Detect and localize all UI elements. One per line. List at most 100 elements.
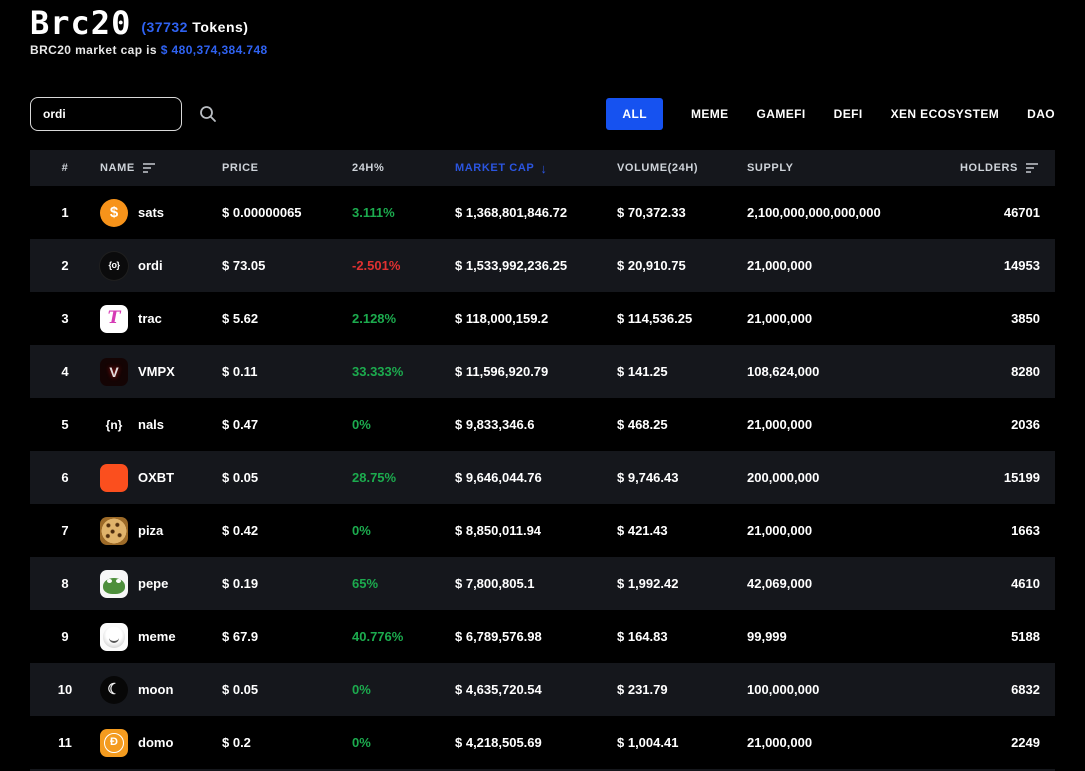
token-name-cell: piza [100,516,222,545]
token-name: moon [138,682,174,697]
token-volume-24h: $ 421.43 [617,523,668,538]
token-count-suffix: Tokens) [187,19,249,35]
token-table-body: 1 $ sats $ 0.00000065 3.111% $ 1,368,801,846.… [30,186,1055,769]
col-supply[interactable]: SUPPLY [747,162,794,174]
token-name: trac [138,311,162,326]
table-row-sats[interactable]: 1 $ sats $ 0.00000065 3.111% $ 1,368,801,846.… [30,186,1055,239]
pepe-token-icon [100,569,128,598]
sort-filter-icon [1024,161,1040,175]
table-row-ordi[interactable]: 2 {o} ordi $ 73.05 -2.501% $ 1,533,992,236.25… [30,239,1055,292]
token-volume-24h: $ 141.25 [617,364,668,379]
token-supply: 21,000,000 [747,417,813,432]
token-name: sats [138,205,165,220]
table-row-vmpx[interactable]: 4 V VMPX $ 0.11 33.333% $ 11,596,920.79 $ 141.… [30,345,1055,398]
token-name: piza [138,523,164,538]
token-name: nals [138,417,165,432]
token-supply: 42,069,000 [747,576,813,591]
token-rank: 5 [61,417,69,432]
sort-desc-arrow-icon [540,161,547,176]
token-name-cell: $ sats [100,198,222,227]
token-holders: 6832 [1011,682,1040,697]
token-name: OXBT [138,470,175,485]
token-name: domo [138,735,174,750]
token-price: $ 0.47 [222,417,259,432]
token-price: $ 0.05 [222,682,259,697]
tab-defi[interactable]: DEFI [834,98,863,130]
token-supply: 200,000,000 [747,470,820,485]
col-name[interactable]: NAME [100,161,222,175]
tab-gamefi[interactable]: GAMEFI [757,98,806,130]
table-row-pepe[interactable]: 8 pepe $ 0.19 65% $ 7,800,805.1 $ 1,992.42 42,… [30,557,1055,610]
token-rank: 1 [61,205,69,220]
market-cap-label: BRC20 market cap is [30,43,161,57]
col-market-cap[interactable]: MARKET CAP [455,161,617,176]
col-rank[interactable]: # [61,162,69,174]
token-name: ordi [138,258,163,273]
table-row-meme[interactable]: 9 meme $ 67.9 40.776% $ 6,789,576.98 $ 164.83… [30,610,1055,663]
trac-token-icon: T [100,304,128,333]
token-24h-change: 65% [352,576,379,591]
token-market-cap: $ 7,800,805.1 [455,576,535,591]
vmpx-token-icon: V [100,357,128,386]
tab-all[interactable]: ALL [606,98,663,130]
brand: Brc20 (37732 Tokens) [30,0,1055,40]
controls-bar: ALL MEME GAMEFI DEFI XEN ECOSYSTEM DAO [30,97,1055,131]
search-button[interactable] [198,104,218,124]
token-rank: 3 [61,311,69,326]
token-24h-change: 40.776% [352,629,404,644]
token-rank: 7 [61,523,69,538]
col-name-label: NAME [100,162,135,174]
token-name-cell: {n} nals [100,411,222,439]
token-holders: 46701 [1003,205,1040,220]
token-holders: 2036 [1011,417,1040,432]
token-volume-24h: $ 114,536.25 [617,311,693,326]
token-volume-24h: $ 1,004.41 [617,735,679,750]
category-tabs: ALL MEME GAMEFI DEFI XEN ECOSYSTEM DAO [606,98,1055,130]
col-price[interactable]: PRICE [222,162,259,174]
col-24h-change[interactable]: 24H% [352,162,385,174]
token-volume-24h: $ 20,910.75 [617,258,686,273]
token-24h-change: 0% [352,682,371,697]
token-count: (37732 Tokens) [141,19,248,40]
token-price: $ 0.11 [222,364,258,379]
table-row-moon[interactable]: 10 ☾ moon $ 0.05 0% $ 4,635,720.54 $ 231.79 100… [30,663,1055,716]
token-table: # NAME PRICE 24H% MARKET CAP VOLUME(24H)… [30,150,1055,771]
token-rank: 6 [61,470,69,485]
token-supply: 100,000,000 [747,682,820,697]
token-holders: 2249 [1011,735,1040,750]
token-volume-24h: $ 164.83 [617,629,668,644]
token-supply: 21,000,000 [747,311,813,326]
token-market-cap: $ 1,533,992,236.25 [455,258,568,273]
table-row-oxbt[interactable]: 6 OXBT $ 0.05 28.75% $ 9,646,044.76 $ 9,746.4… [30,451,1055,504]
tab-meme[interactable]: MEME [691,98,729,130]
table-row-piza[interactable]: 7 piza $ 0.42 0% $ 8,850,011.94 $ 421.43 21,00… [30,504,1055,557]
token-supply: 21,000,000 [747,258,813,273]
col-volume-24h[interactable]: VOLUME(24H) [617,162,699,174]
token-volume-24h: $ 468.25 [617,417,668,432]
col-holders[interactable]: HOLDERS [877,161,1055,175]
domo-token-icon: Ð [100,728,128,757]
token-holders: 5188 [1011,629,1040,644]
search-input[interactable] [30,97,182,131]
token-24h-change: 0% [352,735,371,750]
token-market-cap: $ 4,635,720.54 [455,682,542,697]
token-volume-24h: $ 70,372.33 [617,205,686,220]
table-row-nals[interactable]: 5 {n} nals $ 0.47 0% $ 9,833,346.6 $ 468.25 21,… [30,398,1055,451]
token-name: meme [138,629,176,644]
token-price: $ 0.00000065 [222,205,302,220]
token-supply: 21,000,000 [747,735,813,750]
token-24h-change: 28.75% [352,470,397,485]
market-cap-line: BRC20 market cap is $ 480,374,384.748 [30,43,1055,57]
token-market-cap: $ 9,833,346.6 [455,417,535,432]
token-supply: 2,100,000,000,000,000 [747,205,881,220]
token-volume-24h: $ 9,746.43 [617,470,679,485]
tab-dao[interactable]: DAO [1027,98,1055,130]
tab-xen-ecosystem[interactable]: XEN ECOSYSTEM [891,98,1000,130]
ordi-token-icon: {o} [100,251,128,280]
token-24h-change: 3.111% [352,205,395,220]
token-price: $ 67.9 [222,629,259,644]
